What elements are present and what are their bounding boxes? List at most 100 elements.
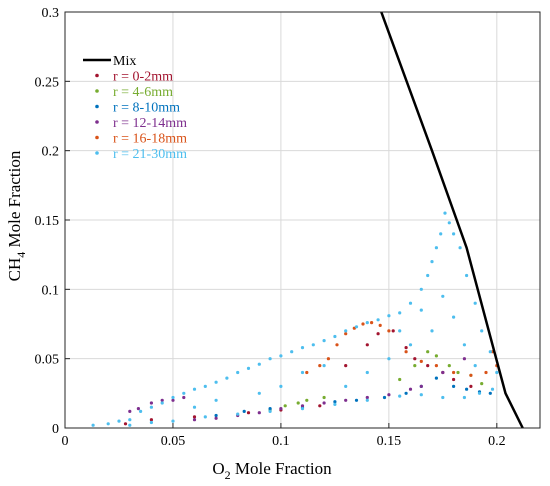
- data-point: [171, 398, 175, 402]
- data-point: [106, 422, 110, 426]
- legend-label: r = 21-30mm: [113, 147, 187, 162]
- data-point: [203, 415, 207, 419]
- axis-ticks: 0 0.05 0.1 0.15 0.2 0 0.05 0.1 0.15 0.2 0.25 0.3: [35, 6, 506, 449]
- data-point: [333, 400, 337, 404]
- data-point: [473, 364, 477, 368]
- data-point: [182, 395, 186, 400]
- data-point: [149, 418, 153, 422]
- data-point: [378, 323, 382, 327]
- data-point: [426, 364, 430, 368]
- data-point: [171, 419, 175, 423]
- data-point: [469, 384, 473, 388]
- data-point: [490, 387, 495, 391]
- data-point: [128, 409, 132, 413]
- legend-swatch: [95, 120, 99, 124]
- data-point: [413, 357, 417, 361]
- data-point: [322, 395, 326, 400]
- data-point: [387, 314, 391, 318]
- data-point: [462, 395, 466, 400]
- y-axis-label: CH4 Mole Fraction: [5, 150, 28, 281]
- x-tick-label: 0.05: [161, 434, 186, 449]
- data-point: [480, 329, 484, 333]
- data-point: [469, 373, 473, 377]
- data-point: [149, 405, 153, 409]
- data-point: [413, 364, 417, 368]
- data-point: [456, 370, 460, 375]
- data-point: [398, 377, 402, 382]
- y-tick-label: 0.3: [42, 6, 60, 21]
- data-point: [430, 260, 434, 264]
- x-tick-label: 0.15: [377, 434, 402, 449]
- legend-label: r = 8-10mm: [113, 101, 180, 116]
- data-point: [300, 346, 305, 350]
- data-point: [419, 393, 423, 397]
- data-point: [391, 329, 395, 333]
- data-point: [434, 376, 438, 380]
- data-point: [434, 354, 438, 358]
- data-point: [318, 404, 322, 408]
- data-point: [426, 350, 430, 354]
- data-point: [279, 384, 283, 388]
- data-point: [370, 321, 374, 325]
- x-axis-label: O2 Mole Fraction: [212, 459, 332, 482]
- data-point: [365, 395, 369, 400]
- data-point: [398, 311, 402, 315]
- data-point: [305, 370, 309, 375]
- data-point: [419, 384, 423, 388]
- data-point: [300, 407, 305, 411]
- x-tick-label: 0.1: [272, 434, 290, 449]
- data-point: [462, 343, 466, 347]
- data-point: [257, 411, 261, 415]
- data-point: [192, 415, 197, 419]
- data-point: [203, 384, 207, 388]
- data-point: [488, 350, 492, 354]
- data-point: [419, 308, 423, 312]
- data-point: [365, 343, 369, 347]
- data-point: [300, 370, 305, 375]
- data-point: [465, 387, 469, 391]
- data-point: [439, 232, 443, 236]
- data-point: [290, 350, 294, 354]
- data-point: [225, 376, 229, 380]
- data-point: [398, 394, 402, 398]
- data-point: [117, 419, 121, 423]
- data-point: [354, 398, 359, 402]
- data-point: [344, 329, 348, 333]
- data-point: [365, 370, 369, 375]
- data-point: [268, 407, 272, 411]
- data-point: [426, 273, 430, 278]
- data-point: [333, 334, 337, 339]
- data-point: [398, 329, 402, 333]
- data-point: [495, 370, 499, 375]
- data-point: [344, 332, 348, 336]
- data-point: [344, 398, 348, 402]
- data-point: [305, 398, 309, 402]
- data-point: [344, 364, 348, 368]
- series-4: [305, 321, 499, 377]
- data-point: [354, 325, 359, 329]
- data-point: [408, 387, 413, 391]
- data-point: [171, 395, 175, 400]
- data-point: [452, 232, 456, 236]
- mix-line: [380, 11, 524, 429]
- data-point: [361, 322, 365, 326]
- data-point: [257, 362, 261, 366]
- series-2: [214, 376, 492, 418]
- mix-line-layer: [380, 11, 524, 429]
- data-point: [458, 246, 462, 250]
- data-point: [452, 384, 456, 388]
- data-point: [441, 294, 445, 298]
- legend-label-mix: Mix: [113, 54, 136, 69]
- data-point: [408, 343, 413, 347]
- data-point: [268, 409, 272, 413]
- data-point: [246, 411, 251, 415]
- data-point: [149, 420, 153, 425]
- data-point: [376, 318, 380, 322]
- data-point: [242, 409, 246, 413]
- data-point: [335, 343, 339, 347]
- data-point: [465, 273, 469, 278]
- y-tick-label: 0.25: [35, 75, 60, 90]
- data-point: [480, 382, 484, 386]
- data-point: [296, 401, 300, 405]
